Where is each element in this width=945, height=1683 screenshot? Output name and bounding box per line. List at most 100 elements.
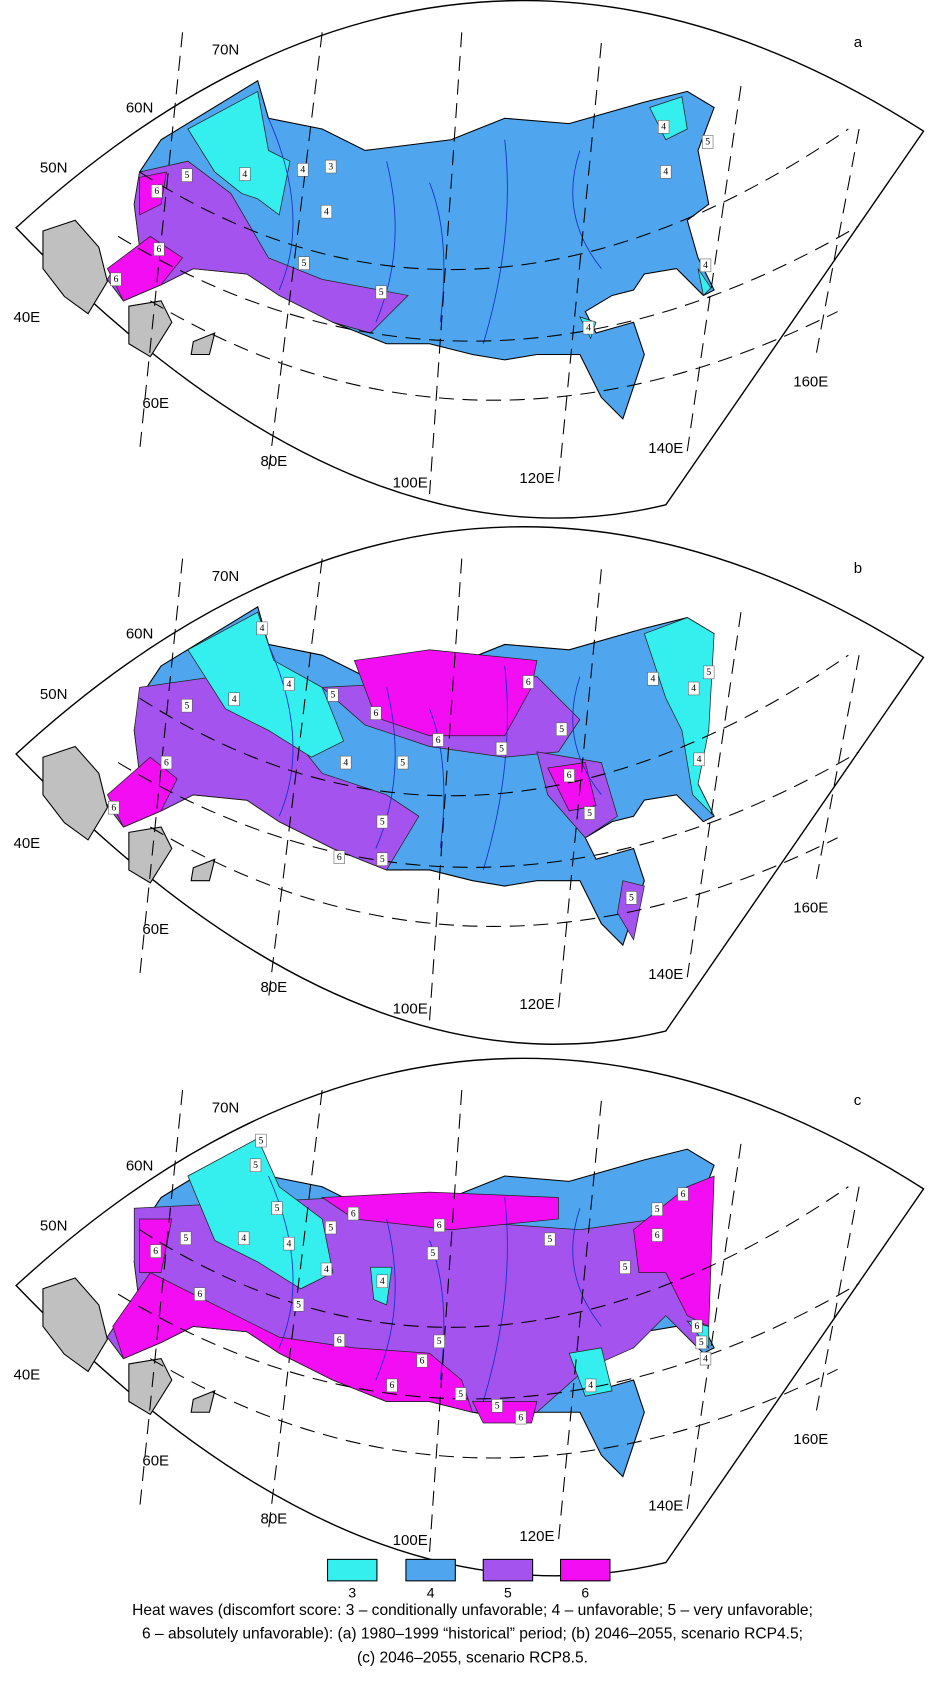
- score-box: [370, 706, 382, 720]
- graticule-label: 60E: [142, 921, 169, 938]
- score-label: 4: [588, 1380, 593, 1391]
- score-box: [347, 1206, 359, 1221]
- graticule-label: 60E: [142, 1453, 169, 1470]
- score-label: 6: [373, 708, 378, 719]
- graticule-label: 60N: [126, 626, 154, 643]
- score-label: 5: [699, 1337, 704, 1348]
- score-box: [249, 1158, 262, 1172]
- score-label: 6: [437, 1220, 442, 1231]
- graticule-label: 70N: [212, 42, 240, 59]
- legend-swatch: [482, 1558, 534, 1582]
- score-box: [239, 167, 251, 181]
- score-label: 5: [587, 808, 592, 819]
- score-label: 6: [526, 677, 531, 688]
- score-box: [292, 1298, 305, 1312]
- score-box: [625, 891, 638, 905]
- score-box: [427, 1246, 439, 1261]
- score-box: [491, 1399, 503, 1413]
- score-label: 5: [328, 1222, 333, 1233]
- score-box: [433, 1218, 445, 1233]
- score-box: [677, 1187, 689, 1201]
- map-panel: c 70N 60N 50N 40E 60E 80E 100E 120E 140E 160E 5 5 5 5 4…: [13, 1057, 925, 1577]
- score-label: 5: [437, 1336, 442, 1347]
- score-label: 6: [337, 1335, 342, 1346]
- graticule-label: 140E: [648, 966, 683, 983]
- score-box: [376, 852, 388, 866]
- rivers: [268, 644, 602, 871]
- score-label: 4: [300, 165, 305, 176]
- score-box: [651, 1202, 663, 1217]
- score-label: 5: [330, 690, 335, 701]
- score-box: [181, 168, 193, 182]
- score-label: 5: [458, 1389, 463, 1400]
- score-box: [256, 621, 268, 636]
- score-label: 4: [242, 169, 247, 180]
- score-label: 4: [703, 260, 708, 271]
- score-label: 4: [286, 679, 291, 690]
- graticule-label: 60N: [126, 100, 154, 117]
- score-box: [703, 665, 715, 680]
- score-label: 5: [655, 1204, 660, 1215]
- score-label: 6: [695, 1321, 700, 1332]
- score-label: 6: [157, 244, 162, 255]
- score-label: 5: [706, 667, 711, 678]
- graticule-label: 100E: [393, 474, 428, 491]
- score-label: 5: [253, 1160, 258, 1171]
- score-box: [495, 741, 508, 756]
- score-box: [397, 755, 409, 770]
- legend-label: 4: [427, 1584, 435, 1600]
- score-box: [658, 120, 670, 134]
- score-label: 5: [184, 170, 189, 181]
- score-box: [702, 135, 714, 149]
- graticule-label: 60N: [126, 1157, 154, 1174]
- legend-swatch: [326, 1558, 378, 1582]
- score-label: 4: [663, 167, 668, 178]
- score-box: [160, 755, 173, 770]
- score-label: 6: [114, 274, 119, 285]
- score-label: 5: [430, 1248, 435, 1259]
- score-label: 6: [154, 186, 159, 197]
- graticule: [117, 32, 860, 495]
- region-zone: [697, 268, 712, 297]
- score-box: [660, 165, 672, 179]
- score-box: [325, 159, 337, 174]
- score-box: [181, 698, 193, 713]
- score-label: 4: [586, 322, 591, 333]
- graticule-label: 100E: [393, 1001, 428, 1018]
- region-zone: [112, 1272, 474, 1413]
- score-box: [386, 1378, 398, 1393]
- panel-letter: c: [854, 1092, 862, 1109]
- region-zone: [187, 90, 291, 216]
- score-label: 5: [400, 757, 405, 768]
- score-box: [376, 1274, 388, 1288]
- rivers: [268, 118, 602, 344]
- score-box: [693, 752, 705, 767]
- score-box: [327, 688, 339, 702]
- graticule-label: 50N: [40, 1217, 68, 1234]
- score-label: 5: [379, 287, 384, 298]
- score-box: [194, 1287, 206, 1301]
- score-box: [691, 1319, 703, 1334]
- score-label: 4: [703, 1353, 708, 1364]
- score-label: 4: [697, 754, 702, 765]
- score-label: 6: [351, 1208, 356, 1219]
- score-box: [297, 163, 309, 177]
- score-box: [320, 204, 333, 219]
- score-box: [298, 256, 310, 270]
- score-label: 4: [232, 694, 237, 705]
- score-label: 6: [436, 735, 441, 746]
- score-label: 5: [380, 854, 385, 865]
- score-label: 5: [184, 700, 189, 711]
- score-label: 5: [296, 1300, 301, 1311]
- score-box: [433, 1334, 445, 1349]
- score-label: 3: [328, 161, 333, 172]
- region-zone: [471, 1401, 538, 1424]
- panel-letter: a: [854, 34, 863, 51]
- score-label: 4: [343, 757, 348, 768]
- rivers: [268, 1175, 602, 1402]
- graticule-label: 50N: [40, 160, 68, 177]
- score-box: [515, 1410, 527, 1425]
- region-zone: [106, 756, 178, 828]
- score-label: 5: [499, 743, 504, 754]
